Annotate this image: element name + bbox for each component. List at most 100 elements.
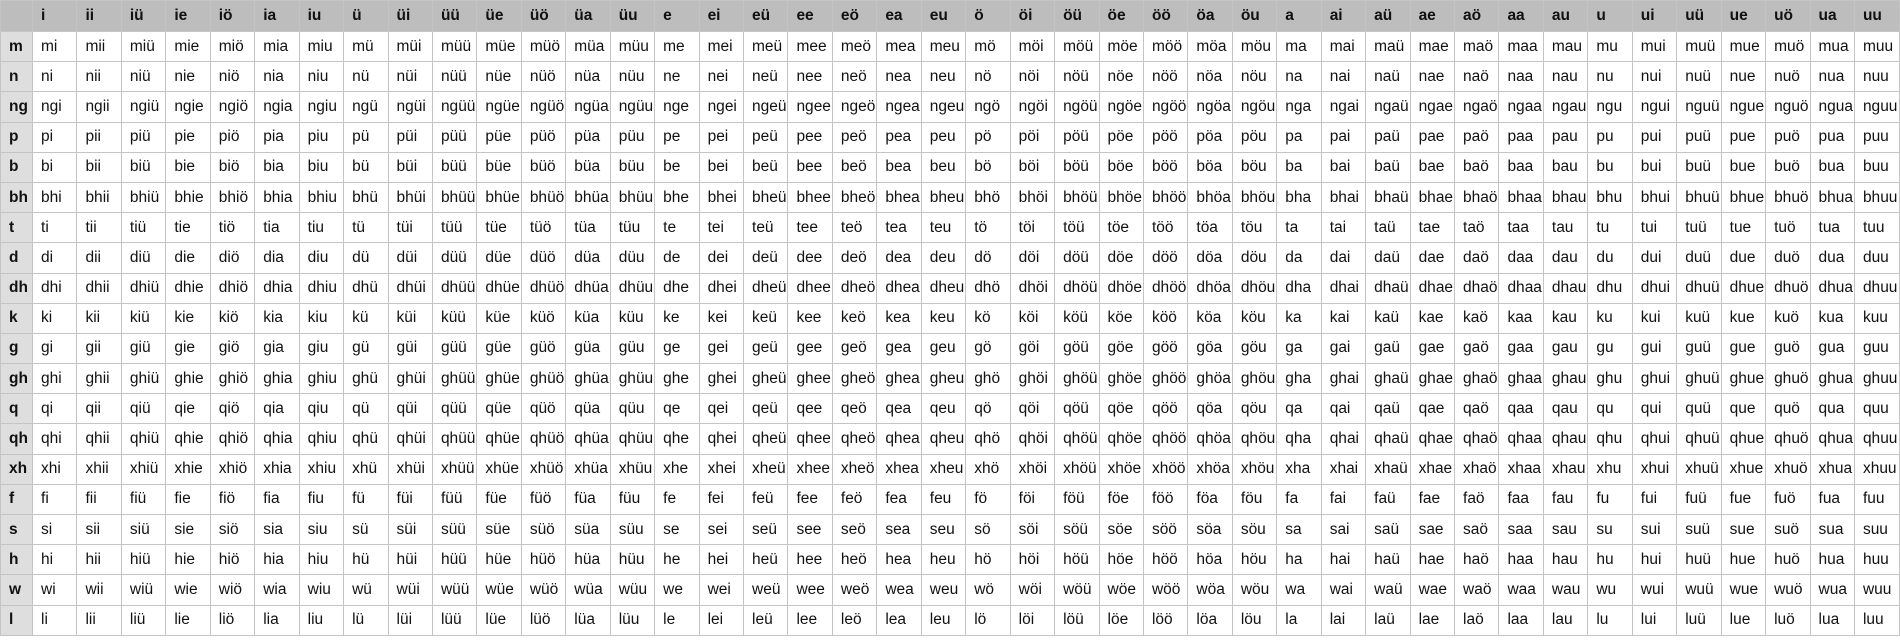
syllable-cell: ghui — [1631, 363, 1678, 395]
syllable-cell: bhiü — [120, 181, 167, 214]
syllable-cell: duö — [1765, 242, 1811, 274]
syllable-cell: tüe — [476, 212, 522, 244]
syllable-cell: wuö — [1765, 574, 1811, 606]
syllable-cell: xhöa — [1187, 453, 1233, 485]
syllable-cell: büa — [565, 151, 611, 183]
syllable-cell: duü — [1676, 242, 1722, 274]
syllable-cell: küu — [609, 302, 656, 334]
syllable-cell: köü — [1054, 302, 1100, 334]
syllable-cell: kau — [1542, 302, 1589, 334]
syllable-cell: ngöe — [1098, 91, 1144, 123]
syllable-cell: qee — [787, 393, 833, 425]
syllable-cell: wui — [1631, 574, 1678, 606]
syllable-cell: müe — [476, 30, 522, 63]
syllable-cell: nge — [654, 91, 700, 123]
syllable-cell: nii — [76, 61, 122, 93]
syllable-cell: le — [654, 604, 700, 636]
syllable-cell: bhuö — [1765, 181, 1811, 214]
syllable-cell: dii — [76, 242, 122, 274]
syllable-cell: hü — [343, 544, 389, 576]
syllable-cell: ghuö — [1765, 363, 1811, 395]
syllable-cell: miö — [209, 30, 256, 63]
syllable-cell: gua — [1809, 332, 1855, 365]
syllable-cell: fue — [1720, 483, 1767, 516]
column-header-ui: ui — [1631, 0, 1678, 32]
syllable-cell: göi — [1009, 332, 1056, 365]
syllable-cell: qeü — [742, 393, 789, 425]
syllable-cell: ngeü — [742, 91, 789, 123]
column-header-aü: aü — [1365, 0, 1411, 32]
syllable-cell: mü — [343, 30, 389, 63]
syllable-cell: pöa — [1187, 121, 1233, 153]
syllable-cell: xhue — [1720, 453, 1767, 485]
row-header-xh: xh — [0, 453, 33, 485]
syllable-cell: qia — [254, 393, 300, 425]
syllable-cell: bheü — [742, 181, 789, 214]
syllable-cell: bhee — [787, 181, 833, 214]
syllable-cell: la — [1276, 604, 1322, 636]
syllable-cell: waa — [1498, 574, 1544, 606]
syllable-cell: wüü — [431, 574, 478, 606]
syllable-cell: qü — [343, 393, 389, 425]
syllable-cell: ngeö — [831, 91, 878, 123]
syllable-cell: we — [654, 574, 700, 606]
syllable-cell: dha — [1276, 272, 1322, 304]
syllable-cell: baa — [1498, 151, 1544, 183]
syllable-cell: ghia — [254, 363, 300, 395]
syllable-cell: ngaö — [1453, 91, 1500, 123]
syllable-cell: püö — [520, 121, 567, 153]
syllable-cell: bha — [1276, 181, 1322, 214]
syllable-cell: föa — [1187, 483, 1233, 516]
syllable-cell: hi — [31, 544, 78, 576]
syllable-cell: dheö — [831, 272, 878, 304]
syllable-cell: fae — [1409, 483, 1456, 516]
row-header-g: g — [0, 332, 33, 365]
syllable-cell: wüö — [520, 574, 567, 606]
syllable-cell: wa — [1276, 574, 1322, 606]
column-header-üe: üe — [476, 0, 522, 32]
syllable-cell: qie — [165, 393, 211, 425]
syllable-cell: xhüu — [609, 453, 656, 485]
syllable-cell: ti — [31, 212, 78, 244]
syllable-cell: döü — [1054, 242, 1100, 274]
syllable-cell: nüu — [609, 61, 656, 93]
syllable-cell: xhüö — [520, 453, 567, 485]
syllable-cell: göa — [1187, 332, 1233, 365]
syllable-cell: böü — [1054, 151, 1100, 183]
syllable-cell: ngea — [876, 91, 922, 123]
syllable-cell: dhüu — [609, 272, 656, 304]
syllable-cell: qeu — [920, 393, 967, 425]
syllable-cell: tai — [1320, 212, 1367, 244]
syllable-cell: weu — [920, 574, 967, 606]
syllable-cell: dhei — [698, 272, 745, 304]
syllable-cell: löi — [1009, 604, 1056, 636]
syllable-cell: heu — [920, 544, 967, 576]
syllable-cell: müö — [520, 30, 567, 63]
syllable-cell: fii — [76, 483, 122, 516]
column-header-uü: uü — [1676, 0, 1722, 32]
syllable-cell: hea — [876, 544, 922, 576]
table-row: gh ghi ghii ghiü ghie ghiö ghia ghiu ghü ghüi ghüü… — [0, 363, 1900, 395]
syllable-cell: büi — [387, 151, 433, 183]
syllable-cell: fuö — [1765, 483, 1811, 516]
syllable-cell: liü — [120, 604, 167, 636]
syllable-cell: bua — [1809, 151, 1855, 183]
syllable-cell: hüö — [520, 544, 567, 576]
syllable-cell: lüö — [520, 604, 567, 636]
syllable-cell: gheu — [920, 363, 967, 395]
syllable-cell: nöe — [1098, 61, 1144, 93]
syllable-cell: dhüa — [565, 272, 611, 304]
syllable-cell: tuö — [1765, 212, 1811, 244]
syllable-cell: feu — [920, 483, 967, 516]
syllable-cell: töü — [1054, 212, 1100, 244]
syllable-cell: taa — [1498, 212, 1544, 244]
syllable-cell: dae — [1409, 242, 1456, 274]
syllable-cell: meu — [920, 30, 967, 63]
syllable-cell: ngue — [1720, 91, 1767, 123]
syllable-cell: döö — [1142, 242, 1189, 274]
syllable-cell: nuö — [1765, 61, 1811, 93]
table-row: dh dhi dhii dhiü dhie dhiö dhia dhiu dhü dhüi dhüü… — [0, 272, 1900, 304]
syllable-cell: beü — [742, 151, 789, 183]
syllable-cell: ta — [1276, 212, 1322, 244]
syllable-cell: bhai — [1320, 181, 1367, 214]
